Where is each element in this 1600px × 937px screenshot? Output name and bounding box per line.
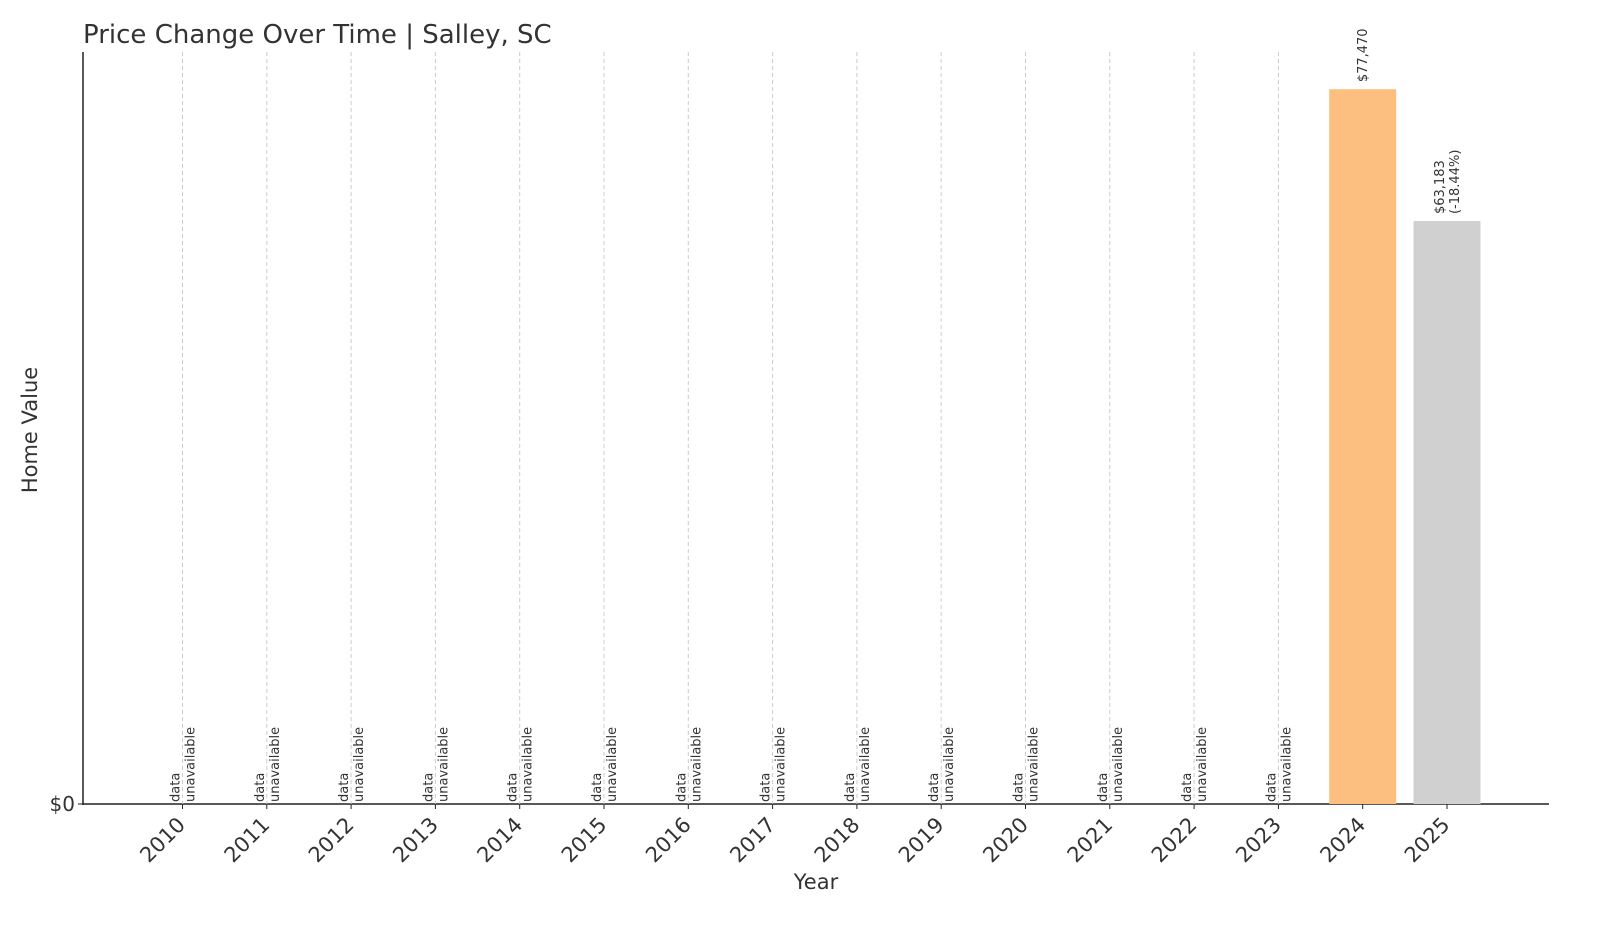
value-label-text: $77,470 [1356,28,1371,82]
value-label-line: data [843,773,858,802]
value-label-line: unavailable [605,727,620,802]
value-label-text: dataunavailable [1012,727,1042,802]
x-tick-label: 2018 [810,813,865,868]
value-label-text: dataunavailable [337,727,367,802]
x-tick-label: 2017 [725,813,780,868]
x-tick-label: 2025 [1400,813,1455,868]
value-label-text: dataunavailable [1264,727,1294,802]
value-label-line: unavailable [436,727,451,802]
value-label-line: data [674,773,689,802]
x-tick-label: 2016 [641,813,696,868]
value-label-line: unavailable [1279,727,1294,802]
value-label: dataunavailable [927,727,957,802]
chart-title: Price Change Over Time | Salley, SC [83,20,552,50]
value-label-line: data [253,773,268,802]
value-label: dataunavailable [1096,727,1126,802]
value-label-line: unavailable [942,727,957,802]
value-label: dataunavailable [253,727,283,802]
value-label-text: dataunavailable [253,727,283,802]
value-label-text: dataunavailable [843,727,873,802]
value-label-text: dataunavailable [927,727,957,802]
value-label-line: data [927,773,942,802]
x-tick-label: 2013 [388,813,443,868]
x-tick-label: 2021 [1063,813,1118,868]
x-tick-label: 2019 [894,813,949,868]
value-label-text: dataunavailable [1096,727,1126,802]
bar [1329,89,1397,804]
value-label-line: unavailable [184,727,199,802]
value-label: dataunavailable [590,727,620,802]
value-label-line: unavailable [858,727,873,802]
value-label-line: $63,183 [1433,160,1448,214]
x-tick-label: 2024 [1315,813,1370,868]
value-label: dataunavailable [843,727,873,802]
value-label-line: unavailable [521,727,536,802]
bar [1413,221,1481,804]
x-tick-label: 2014 [472,813,527,868]
x-tick-label: 2015 [557,813,612,868]
x-tick-label: 2010 [135,813,190,868]
value-label: dataunavailable [1180,727,1210,802]
value-label: dataunavailable [674,727,704,802]
value-label-line: data [590,773,605,802]
value-label-text: dataunavailable [421,727,451,802]
value-label-line: $77,470 [1356,28,1371,82]
value-label-line: data [169,773,184,802]
value-label-text: dataunavailable [506,727,536,802]
x-tick-label: 2020 [978,813,1033,868]
value-label-text: dataunavailable [169,727,199,802]
x-tick-label: 2023 [1231,813,1286,868]
value-label: dataunavailable [1264,727,1294,802]
value-label-text: dataunavailable [759,727,789,802]
value-label-line: data [506,773,521,802]
value-label: dataunavailable [421,727,451,802]
x-tick-label: 2012 [304,813,359,868]
value-label-line: data [421,773,436,802]
value-label-text: dataunavailable [1180,727,1210,802]
value-label-line: data [337,773,352,802]
value-label-line: data [1180,773,1195,802]
value-label-line: unavailable [1195,727,1210,802]
value-label-line: data [1264,773,1279,802]
value-label-text: dataunavailable [590,727,620,802]
value-label-line: data [1012,773,1027,802]
y-axis-label: Home Value [18,367,42,493]
value-label-line: unavailable [1111,727,1126,802]
value-label-line: data [759,773,774,802]
value-label: dataunavailable [337,727,367,802]
x-axis-label: Year [793,870,839,894]
value-label-line: unavailable [268,727,283,802]
x-tick-label: 2022 [1147,813,1202,868]
value-label-line: unavailable [689,727,704,802]
value-label-line: unavailable [352,727,367,802]
x-tick-label: 2011 [220,813,275,868]
value-label-line: unavailable [774,727,789,802]
y-tick-label: $0 [50,792,75,816]
value-label-line: unavailable [1027,727,1042,802]
value-label: $77,470 [1356,28,1371,82]
value-label: dataunavailable [506,727,536,802]
value-label: $63,183(-18.44%) [1433,150,1463,214]
value-label: dataunavailable [169,727,199,802]
value-label-text: dataunavailable [674,727,704,802]
value-label: dataunavailable [1012,727,1042,802]
value-label: dataunavailable [759,727,789,802]
value-label-line: data [1096,773,1111,802]
value-label-line: (-18.44%) [1448,150,1463,214]
value-label-text: $63,183(-18.44%) [1433,150,1463,214]
